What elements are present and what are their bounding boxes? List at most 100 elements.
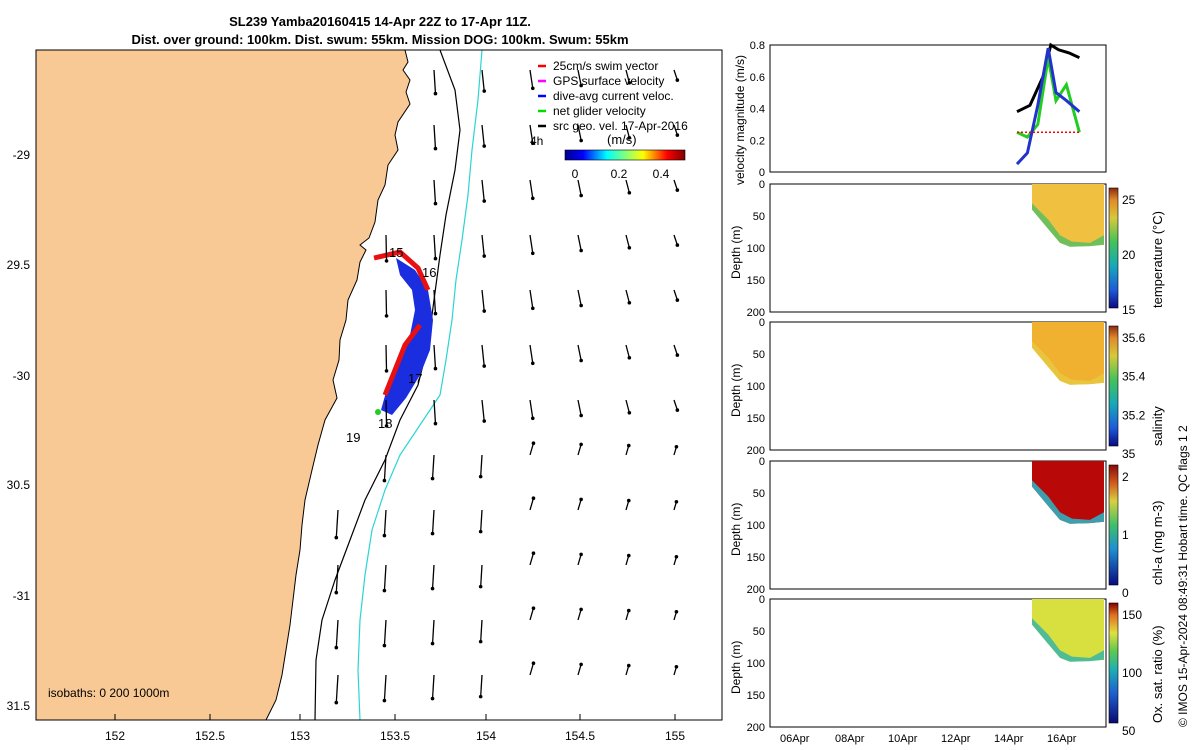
depth-tick-label: 0 <box>759 456 765 468</box>
current-arrow-head <box>626 553 631 558</box>
velocity-series-line <box>1016 42 1081 114</box>
track-day-label: 15 <box>389 245 403 260</box>
current-arrow <box>529 289 534 309</box>
depth-tick-label: 50 <box>753 626 765 638</box>
oxygen-colorbar-label: Ox. sat. ratio (%) <box>1150 625 1165 723</box>
depth-tick-label: 200 <box>747 584 765 596</box>
current-arrow-head <box>627 80 632 85</box>
depth-axis-label: Depth (m) <box>729 503 743 556</box>
salinity-colorbar-tick: 35.4 <box>1122 370 1146 384</box>
current-arrow-head <box>674 664 679 669</box>
current-arrow-head <box>384 424 389 428</box>
salinity-colorbar-tick: 35.6 <box>1122 331 1146 345</box>
current-arrow <box>625 344 630 358</box>
current-arrow <box>481 289 485 312</box>
current-arrow-head <box>382 698 387 703</box>
current-arrow-head <box>674 609 679 614</box>
current-arrow <box>625 399 630 413</box>
current-arrow-head <box>530 306 535 311</box>
depth-tick-label: 200 <box>747 307 765 319</box>
map-x-tick-label: 153 <box>290 729 310 743</box>
current-arrow-head <box>531 606 536 611</box>
current-arrow-head <box>627 135 632 140</box>
land-area <box>36 50 411 720</box>
velocity-y-tick: 0.6 <box>750 72 765 84</box>
current-arrow-head <box>334 700 339 705</box>
current-arrow-head <box>579 662 583 667</box>
legend-label: GPS surface velocity <box>553 74 664 88</box>
velocity-axes <box>769 44 1107 173</box>
current-arrow-head <box>626 663 631 668</box>
map-y-tick-label: -29 <box>13 148 31 162</box>
current-arrow <box>577 344 582 361</box>
current-arrow <box>431 509 435 534</box>
current-arrow <box>481 124 485 147</box>
current-arrow-head <box>675 408 680 412</box>
legend-label: net glider velocity <box>553 104 646 118</box>
current-arrow <box>480 564 483 587</box>
current-arrow <box>529 498 535 511</box>
chla-deep-layer <box>1032 480 1104 524</box>
salinity-deep-layer <box>1032 341 1104 385</box>
depth-tick-label: 100 <box>747 243 765 255</box>
salinity-colorbar-tick: 35.2 <box>1122 408 1146 422</box>
depth-tick-label: 50 <box>753 488 765 500</box>
current-arrow <box>433 289 437 314</box>
temperature-panel: 0 50 100 150 200 Depth (m) 25 20 15 temperature (… <box>729 179 1165 319</box>
current-arrow-head <box>530 141 535 146</box>
map-x-tick-label: 155 <box>665 729 685 743</box>
depth-tick-label: 150 <box>747 690 765 702</box>
salinity-colorbar-tick: 35 <box>1122 447 1136 461</box>
current-arrow <box>480 674 483 697</box>
current-arrow <box>481 69 485 92</box>
current-arrow-head <box>382 643 387 648</box>
map-colorbar-tick: 0 <box>572 167 579 181</box>
current-arrow <box>481 234 485 257</box>
current-arrow-head <box>334 590 339 595</box>
map-y-tick-label: 31.5 <box>7 699 31 713</box>
current-arrow-head <box>530 361 535 366</box>
current-arrow <box>480 454 483 477</box>
current-arrow-head <box>482 254 487 258</box>
current-arrow-head <box>674 499 679 504</box>
temperature-colorbar-tick: 15 <box>1122 303 1136 317</box>
map-frame <box>35 49 723 721</box>
current-arrow <box>481 179 485 202</box>
current-arrow-head <box>430 531 435 536</box>
current-arrow <box>433 179 437 204</box>
current-arrow <box>529 608 535 621</box>
time-tick-label: 16Apr <box>1047 733 1077 745</box>
current-arrow-head <box>382 478 387 483</box>
current-arrow-head <box>675 133 680 137</box>
current-arrow <box>625 234 630 248</box>
track-day-label: 19 <box>346 430 360 445</box>
current-arrow-head <box>430 696 435 701</box>
current-arrow-head <box>530 251 535 256</box>
current-arrow <box>529 124 534 144</box>
current-arrow <box>577 399 582 416</box>
current-arrow-head <box>579 138 583 143</box>
map-y-tick-label: 29.5 <box>7 258 31 272</box>
depth-tick-label: 50 <box>753 211 765 223</box>
chart-title-line1: SL239 Yamba20160415 14-Apr 22Z to 17-Apr… <box>229 14 531 29</box>
current-arrow <box>383 619 387 646</box>
current-arrow <box>335 509 339 538</box>
temperature-deep-layer <box>1032 203 1104 247</box>
current-arrow <box>480 619 483 642</box>
velocity-y-tick: 0.4 <box>750 104 765 116</box>
depth-tick-label: 0 <box>759 594 765 606</box>
current-arrow <box>529 399 534 419</box>
current-arrow-head <box>433 146 438 151</box>
credit-text: © IMOS 15-Apr-2024 08:49:31 Hobart time.… <box>1176 425 1190 727</box>
chla-colorbar-tick: 2 <box>1122 470 1129 484</box>
current-arrow <box>577 289 582 306</box>
temperature-colorbar-tick: 25 <box>1122 193 1136 207</box>
current-arrow-head <box>579 193 583 198</box>
map-y-tick-label: -30 <box>13 369 31 383</box>
current-arrow-head <box>579 358 583 363</box>
current-arrow <box>577 664 582 676</box>
current-arrow-head <box>430 641 435 646</box>
time-tick-label: 10Apr <box>888 733 918 745</box>
